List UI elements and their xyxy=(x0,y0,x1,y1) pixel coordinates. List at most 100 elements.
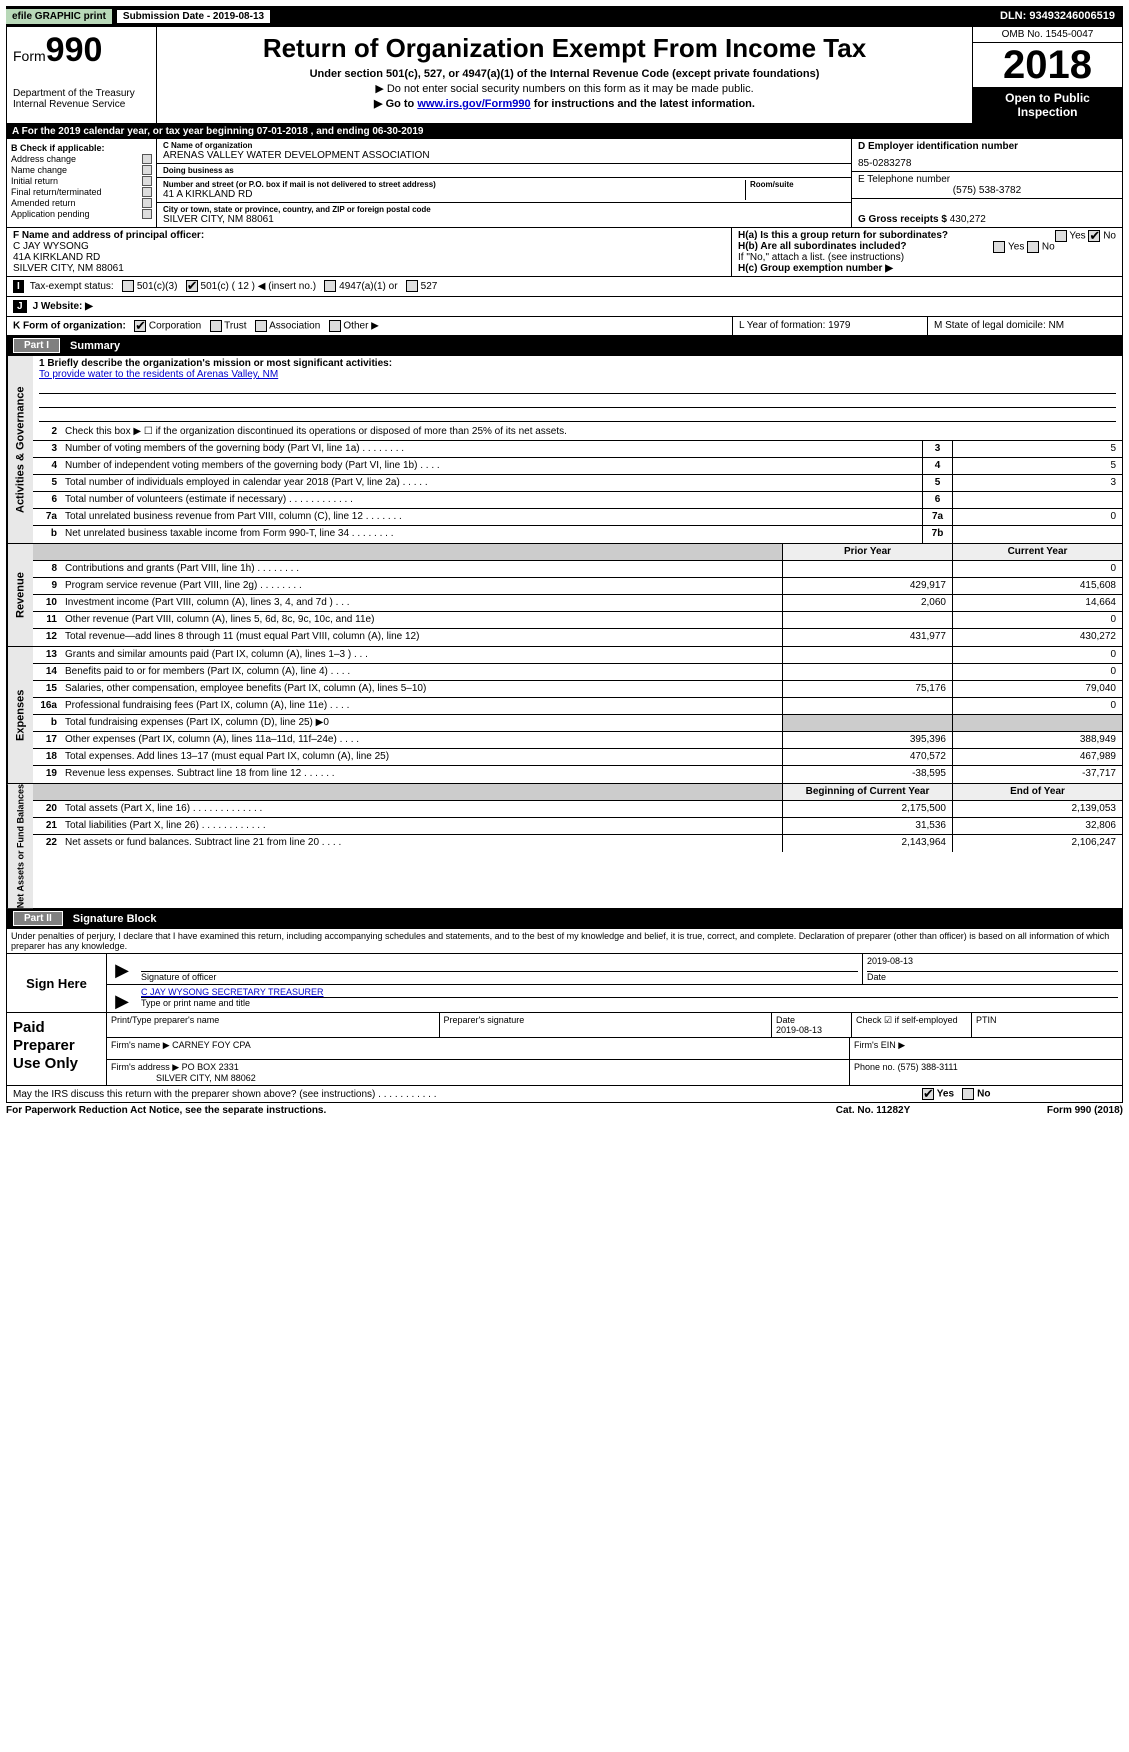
sign-here-label: Sign Here xyxy=(7,954,107,1012)
chk-application-pending: Application pending xyxy=(11,209,152,219)
officer-addr1: 41A KIRKLAND RD xyxy=(13,252,100,263)
current-value: 2,106,247 xyxy=(952,835,1122,852)
row-a-taxyear: A For the 2019 calendar year, or tax yea… xyxy=(6,124,1123,139)
sig-name: C JAY WYSONG SECRETARY TREASURER Type or… xyxy=(137,985,1122,1012)
open-to-public: Open to Public Inspection xyxy=(973,87,1122,123)
page-footer: For Paperwork Reduction Act Notice, see … xyxy=(6,1103,1123,1116)
col-c-org: C Name of organization ARENAS VALLEY WAT… xyxy=(157,139,852,227)
checkbox-icon[interactable] xyxy=(962,1088,974,1100)
line-desc: Contributions and grants (Part VIII, lin… xyxy=(61,561,782,577)
checkbox-icon[interactable] xyxy=(324,280,336,292)
row-a-prefix: A For the 2019 calendar year, or tax yea… xyxy=(12,126,257,137)
activities-governance-block: Activities & Governance 1 Briefly descri… xyxy=(6,356,1123,544)
summary-row: 16aProfessional fundraising fees (Part I… xyxy=(33,698,1122,715)
prior-value: 2,060 xyxy=(782,595,952,611)
firm-name-label: Firm's name ▶ xyxy=(111,1040,170,1050)
paid-preparer-label: Paid Preparer Use Only xyxy=(7,1013,107,1085)
checkbox-icon[interactable] xyxy=(210,320,222,332)
checkbox-icon[interactable] xyxy=(142,154,152,164)
sig-date: 2019-08-13 xyxy=(867,956,1118,972)
date-hdr: Date xyxy=(776,1015,795,1025)
checkbox-icon[interactable] xyxy=(142,176,152,186)
phone-label: Phone no. xyxy=(854,1062,895,1072)
checkbox-icon[interactable] xyxy=(1088,230,1100,242)
line-number: 7a xyxy=(33,509,61,525)
line-number: 9 xyxy=(33,578,61,594)
prior-value: 2,175,500 xyxy=(782,801,952,817)
line-number: 6 xyxy=(33,492,61,508)
current-value: 32,806 xyxy=(952,818,1122,834)
line-value: 3 xyxy=(952,475,1122,491)
summary-row: 18Total expenses. Add lines 13–17 (must … xyxy=(33,749,1122,766)
yes-label: Yes xyxy=(1008,242,1024,253)
discuss-question: May the IRS discuss this return with the… xyxy=(7,1089,922,1100)
form-subtitle: Under section 501(c), 527, or 4947(a)(1)… xyxy=(167,68,962,80)
dba-label: Doing business as xyxy=(163,166,845,175)
efile-topbar: efile GRAPHIC print Submission Date - 20… xyxy=(6,6,1123,26)
summary-row: 13Grants and similar amounts paid (Part … xyxy=(33,647,1122,664)
opt-4947: 4947(a)(1) or xyxy=(339,281,397,292)
form-header: Form990 Department of the Treasury Inter… xyxy=(6,26,1123,124)
tel-value: (575) 538-3782 xyxy=(858,185,1116,196)
gross-value: 430,272 xyxy=(950,214,986,225)
chk-label: Final return/terminated xyxy=(11,187,102,197)
current-value: 0 xyxy=(952,561,1122,577)
summary-row: 9Program service revenue (Part VIII, lin… xyxy=(33,578,1122,595)
org-name-label: C Name of organization xyxy=(163,141,845,150)
checkbox-icon[interactable] xyxy=(186,280,198,292)
checkbox-icon[interactable] xyxy=(142,209,152,219)
summary-row: 4Number of independent voting members of… xyxy=(33,458,1122,475)
checkbox-icon[interactable] xyxy=(993,241,1005,253)
opt-501c3: 501(c)(3) xyxy=(137,281,178,292)
officer-name-title: C JAY WYSONG SECRETARY TREASURER xyxy=(141,987,1118,998)
checkbox-icon[interactable] xyxy=(1055,230,1067,242)
preparer-date-col: Date2019-08-13 xyxy=(772,1013,852,1037)
current-value: 79,040 xyxy=(952,681,1122,697)
sig-date-cell: 2019-08-13 Date xyxy=(862,954,1122,984)
chk-label: Address change xyxy=(11,154,76,164)
current-value: 0 xyxy=(952,698,1122,714)
goto-post: for instructions and the latest informat… xyxy=(531,98,755,110)
line-number: 15 xyxy=(33,681,61,697)
shaded-cell xyxy=(952,715,1122,731)
checkbox-icon[interactable] xyxy=(142,165,152,175)
prior-value xyxy=(782,664,952,680)
checkbox-icon[interactable] xyxy=(142,187,152,197)
current-value: 14,664 xyxy=(952,595,1122,611)
current-value: 0 xyxy=(952,647,1122,663)
checkbox-icon[interactable] xyxy=(406,280,418,292)
line-desc: Salaries, other compensation, employee b… xyxy=(61,681,782,697)
checkbox-icon[interactable] xyxy=(1027,241,1039,253)
line-number: 13 xyxy=(33,647,61,663)
checkbox-icon[interactable] xyxy=(922,1088,934,1100)
rev-header-row: Prior Year Current Year xyxy=(33,544,1122,561)
city-label: City or town, state or province, country… xyxy=(163,205,845,214)
current-value: 415,608 xyxy=(952,578,1122,594)
header-middle: Return of Organization Exempt From Incom… xyxy=(157,27,972,123)
no-label: No xyxy=(1042,242,1055,253)
omb-number: OMB No. 1545-0047 xyxy=(973,27,1122,43)
mission-label: 1 Briefly describe the organization's mi… xyxy=(39,358,392,369)
checkbox-icon[interactable] xyxy=(329,320,341,332)
current-value: 467,989 xyxy=(952,749,1122,765)
checkbox-icon[interactable] xyxy=(255,320,267,332)
firm-addr-label: Firm's address ▶ xyxy=(111,1062,179,1072)
line-number: 5 xyxy=(33,475,61,491)
line-value: 0 xyxy=(952,509,1122,525)
summary-row: 14Benefits paid to or for members (Part … xyxy=(33,664,1122,681)
preparer-date: 2019-08-13 xyxy=(776,1025,822,1035)
line-desc: Program service revenue (Part VIII, line… xyxy=(61,578,782,594)
line-index: 5 xyxy=(922,475,952,491)
checkbox-icon[interactable] xyxy=(142,198,152,208)
discuss-row: May the IRS discuss this return with the… xyxy=(6,1086,1123,1103)
firm-addr1: PO BOX 2331 xyxy=(182,1062,239,1072)
summary-row: 8Contributions and grants (Part VIII, li… xyxy=(33,561,1122,578)
checkbox-icon[interactable] xyxy=(122,280,134,292)
tax-year-end: 06-30-2019 xyxy=(372,126,423,137)
irs-link[interactable]: www.irs.gov/Form990 xyxy=(417,98,530,110)
checkbox-icon[interactable] xyxy=(134,320,146,332)
line-desc: Total fundraising expenses (Part IX, col… xyxy=(61,715,782,731)
paid-row-1: Print/Type preparer's name Preparer's si… xyxy=(107,1013,1122,1038)
summary-row: bTotal fundraising expenses (Part IX, co… xyxy=(33,715,1122,732)
goto-note: ▶ Go to www.irs.gov/Form990 for instruct… xyxy=(167,97,962,110)
